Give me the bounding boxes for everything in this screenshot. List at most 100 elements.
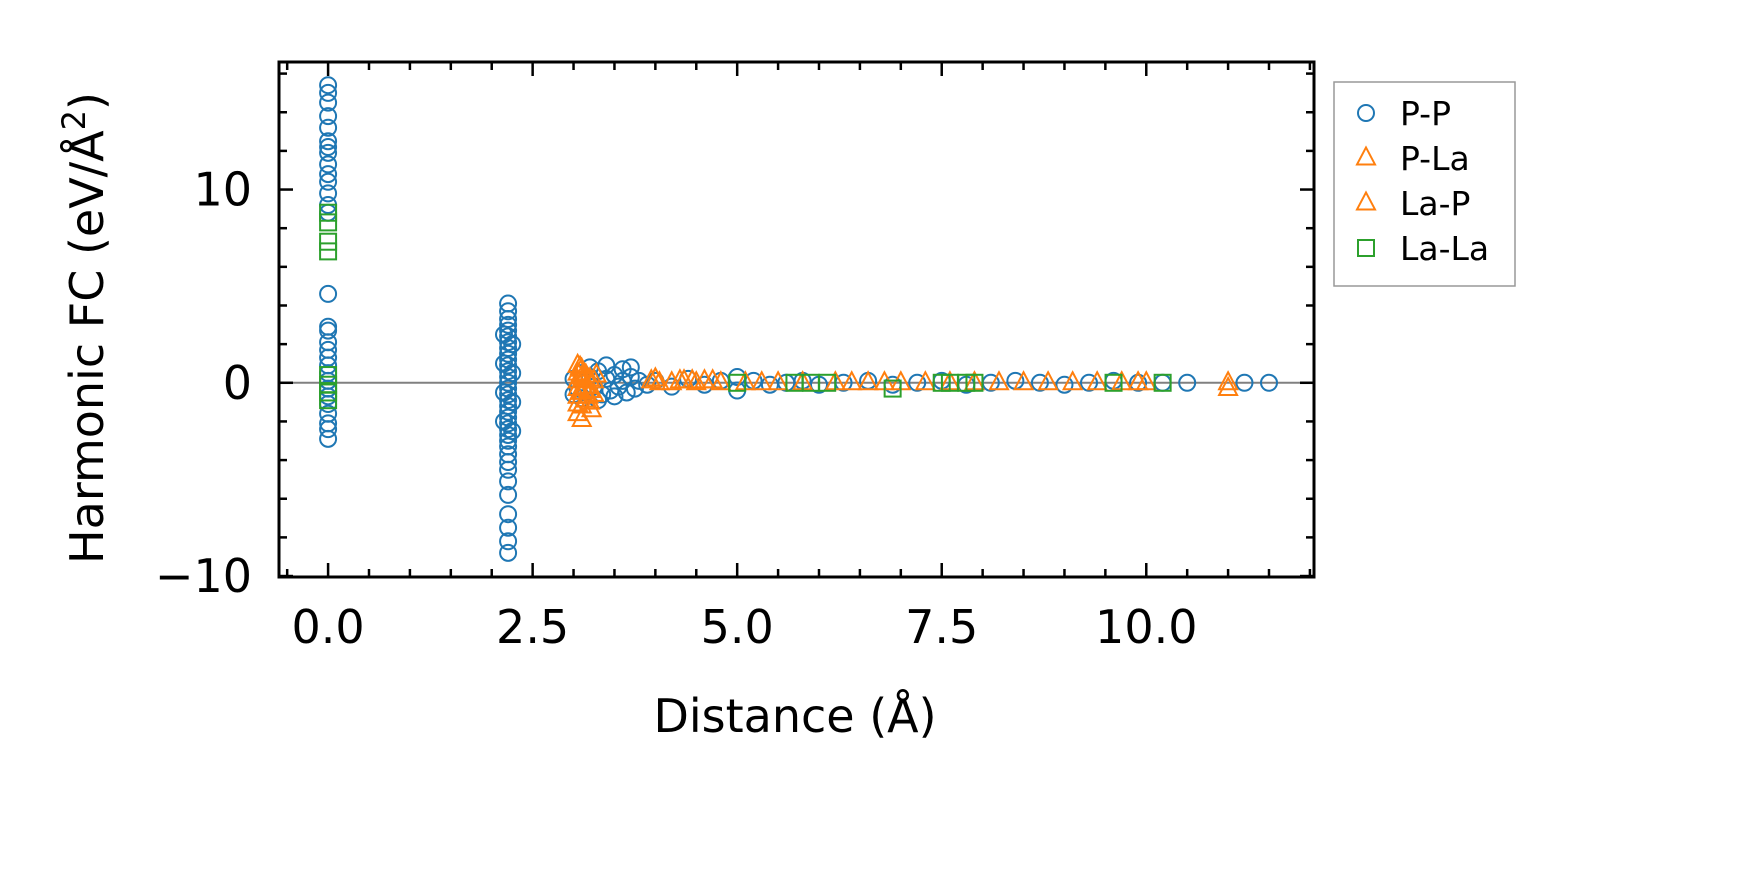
point-p-la <box>583 381 605 402</box>
point-p-p <box>319 143 338 162</box>
point-p-p <box>499 460 518 479</box>
legend-label: P-La <box>1400 139 1470 178</box>
point-la-p <box>580 397 603 418</box>
point-la-p <box>673 368 695 389</box>
series-la-p <box>569 354 1239 418</box>
legend-item-la-p: La-P <box>1355 184 1470 223</box>
point-p-la <box>767 370 789 391</box>
point-p-p <box>499 472 518 491</box>
legend-item-p-p: P-P <box>1357 94 1451 133</box>
data-points <box>319 76 1278 562</box>
legend-marker-la-la <box>1357 239 1375 257</box>
point-p-p <box>319 138 338 157</box>
legend: P-P P-La La-P La-La <box>1333 81 1516 287</box>
point-la-la <box>319 213 338 232</box>
point-la-p <box>1217 375 1239 397</box>
point-la-la <box>728 373 747 392</box>
legend-label: La-P <box>1400 184 1470 223</box>
point-p-la <box>648 370 671 391</box>
y-tick-label: −10 <box>155 549 252 603</box>
point-p-p <box>319 284 338 303</box>
point-p-p <box>319 172 338 191</box>
point-p-p <box>319 76 338 95</box>
point-p-la <box>988 370 1010 391</box>
plot-area <box>279 76 1314 562</box>
point-p-la <box>1037 370 1059 391</box>
point-la-la <box>319 391 338 410</box>
point-p-p <box>499 431 518 450</box>
point-p-p <box>621 367 640 386</box>
x-tick-label: 2.5 <box>496 600 569 654</box>
point-la-la <box>319 203 338 222</box>
point-p-p <box>1129 373 1148 392</box>
point-p-p <box>1055 375 1074 394</box>
point-la-p <box>661 370 683 391</box>
point-p-p <box>499 402 518 421</box>
x-tick-label: 7.5 <box>905 600 978 654</box>
point-p-p <box>1178 373 1197 392</box>
point-la-p <box>751 370 773 391</box>
legend-entries: P-P P-La La-P La-La <box>1355 94 1489 268</box>
point-p-p <box>319 132 338 151</box>
point-p-p <box>319 321 338 340</box>
legend-marker-p-la <box>1355 145 1377 166</box>
point-p-p <box>503 335 522 354</box>
legend-marker-p-p <box>1357 104 1375 122</box>
point-p-p <box>319 420 338 439</box>
point-p-p <box>597 356 616 375</box>
point-p-p <box>319 165 338 184</box>
point-p-la <box>857 370 879 391</box>
point-la-p <box>577 383 599 404</box>
point-la-p <box>585 362 608 383</box>
point-la-la <box>1104 373 1123 392</box>
point-la-p <box>841 370 863 391</box>
point-p-p <box>621 358 640 377</box>
point-p-p <box>499 505 518 524</box>
point-p-p <box>499 453 518 472</box>
point-p-la <box>1086 370 1108 391</box>
legend-item-p-la: P-La <box>1355 139 1470 178</box>
point-p-la <box>710 370 732 391</box>
legend-label: P-P <box>1400 94 1451 133</box>
point-p-p <box>319 83 338 102</box>
point-la-p <box>914 370 937 391</box>
point-la-la <box>965 373 984 392</box>
point-p-p <box>319 184 338 203</box>
point-la-la <box>818 373 837 392</box>
legend-box <box>1333 81 1516 287</box>
point-la-p <box>644 366 667 387</box>
point-la-p <box>701 368 724 389</box>
y-tick-label: 0 <box>223 356 252 410</box>
x-tick-label: 0.0 <box>292 600 365 654</box>
point-la-p <box>572 366 595 387</box>
point-p-p <box>503 364 522 383</box>
axes-frame <box>277 60 1316 579</box>
point-p-p <box>499 532 518 551</box>
point-p-p <box>605 387 624 406</box>
point-p-p <box>499 543 518 562</box>
point-p-p <box>499 518 518 537</box>
point-p-p <box>319 93 338 112</box>
point-la-la <box>319 232 338 251</box>
point-la-p <box>1135 370 1157 391</box>
series-la-la <box>319 203 1172 410</box>
y-tick-label: 10 <box>193 163 252 217</box>
point-la-la <box>319 366 338 385</box>
axis-ticks <box>279 62 1314 578</box>
point-p-p <box>499 485 518 504</box>
point-la-p <box>1217 370 1239 391</box>
legend-label: La-La <box>1400 229 1489 268</box>
y-axis-label-end: ) <box>60 92 114 110</box>
point-p-la <box>571 406 593 427</box>
y-axis-label: Harmonic FC (eV/Å2) <box>55 92 114 564</box>
x-tick-label: 5.0 <box>701 600 774 654</box>
point-la-la <box>319 242 338 261</box>
point-p-p <box>1030 373 1049 392</box>
point-la-la <box>883 379 902 398</box>
point-la-p <box>1012 370 1035 391</box>
point-p-p <box>499 302 518 321</box>
point-la-p <box>685 370 707 391</box>
point-p-p <box>1235 373 1254 392</box>
point-p-p <box>499 315 518 334</box>
